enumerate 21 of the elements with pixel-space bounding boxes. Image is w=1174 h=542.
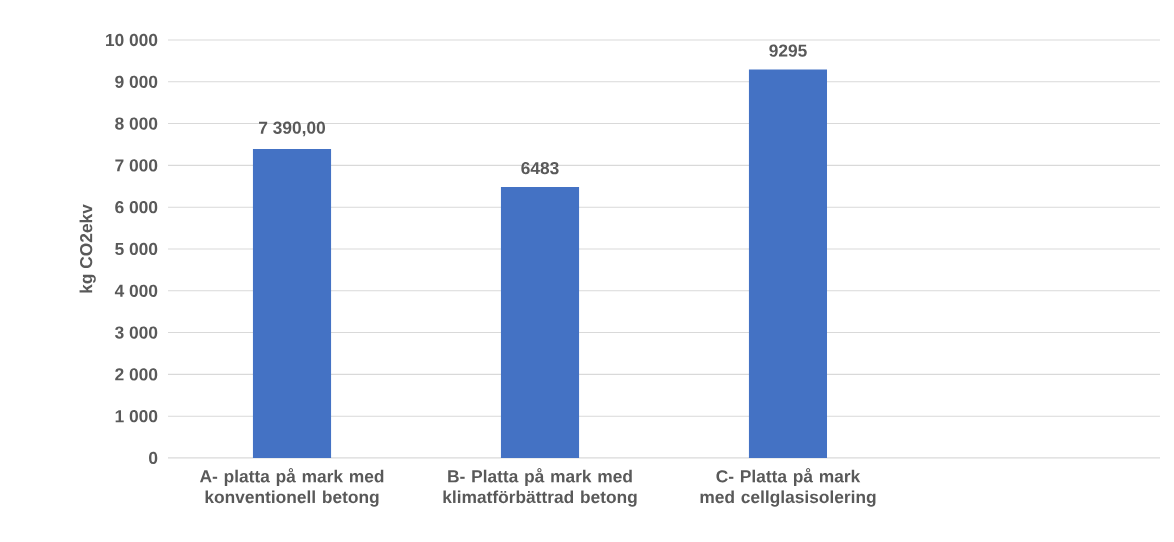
bar	[500, 187, 580, 458]
y-tick-label: 1 000	[115, 410, 158, 423]
data-label: 9295	[769, 44, 807, 57]
y-tick-label: 0	[149, 451, 158, 465]
y-tick-label: 9 000	[115, 75, 158, 88]
y-tick-label: 2 000	[115, 368, 158, 381]
y-tick-label: 4 000	[114, 284, 158, 297]
data-label: 6483	[521, 161, 559, 175]
y-tick-label: 6 000	[115, 201, 158, 214]
bar	[748, 69, 828, 458]
y-axis-title: kg CO2ekv	[79, 204, 96, 293]
y-tick-label: 3 000	[114, 326, 158, 339]
y-tick-label: 7 000	[115, 159, 158, 172]
x-tick-label: B- Platta på mark med klimatförbättrad betong	[443, 468, 637, 507]
bar	[252, 149, 332, 458]
x-tick-label: A- platta på mark med konventionell betong	[199, 468, 384, 507]
data-label: 7 390,00	[259, 121, 326, 137]
x-tick-label: C- Platta på mark med cellglasisolering	[700, 468, 876, 507]
y-tick-label: 8 000	[115, 117, 158, 130]
y-tick-label: 10 000	[106, 33, 158, 47]
y-tick-label: 5 000	[115, 242, 158, 256]
